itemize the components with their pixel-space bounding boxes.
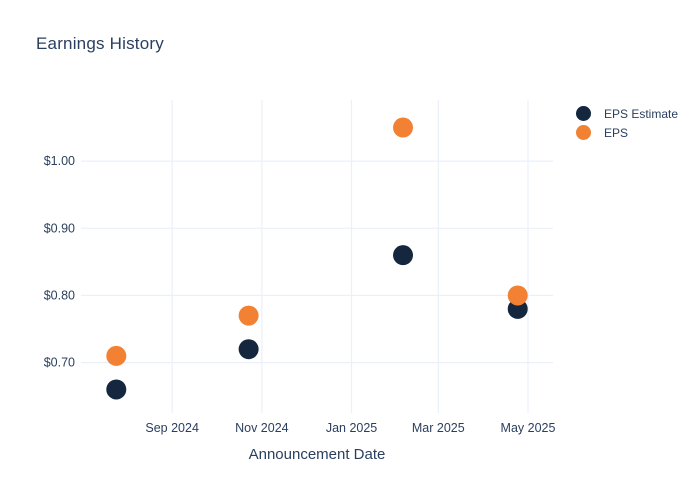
eps-marker-icon [576, 125, 591, 140]
x-tick-label: Nov 2024 [235, 421, 289, 435]
data-point-eps-estimate[interactable] [106, 379, 127, 400]
x-tick-label: Mar 2025 [412, 421, 465, 435]
legend-item-eps[interactable]: EPS [576, 125, 678, 140]
legend-label-eps-estimate: EPS Estimate [604, 106, 679, 121]
y-tick-label: $1.00 [44, 154, 75, 168]
legend-item-eps-estimate[interactable]: EPS Estimate [576, 106, 678, 121]
data-point-eps[interactable] [106, 345, 127, 366]
chart-title: Earnings History [36, 34, 164, 53]
chart-legend: EPS Estimate EPS [576, 106, 678, 144]
eps-estimate-marker-icon [576, 106, 591, 121]
legend-label-eps: EPS [604, 125, 629, 140]
x-tick-label: May 2025 [501, 421, 556, 435]
y-tick-label: $0.70 [44, 356, 75, 370]
data-point-eps[interactable] [393, 117, 414, 138]
x-tick-label: Jan 2025 [326, 421, 377, 435]
y-tick-label: $0.90 [44, 221, 75, 235]
y-tick-label: $0.80 [44, 288, 75, 302]
x-tick-label: Sep 2024 [145, 421, 199, 435]
data-point-eps[interactable] [507, 285, 528, 306]
data-point-eps-estimate[interactable] [238, 339, 259, 360]
data-point-eps[interactable] [238, 305, 259, 326]
x-axis-title: Announcement Date [248, 446, 386, 463]
data-point-eps-estimate[interactable] [393, 245, 414, 266]
